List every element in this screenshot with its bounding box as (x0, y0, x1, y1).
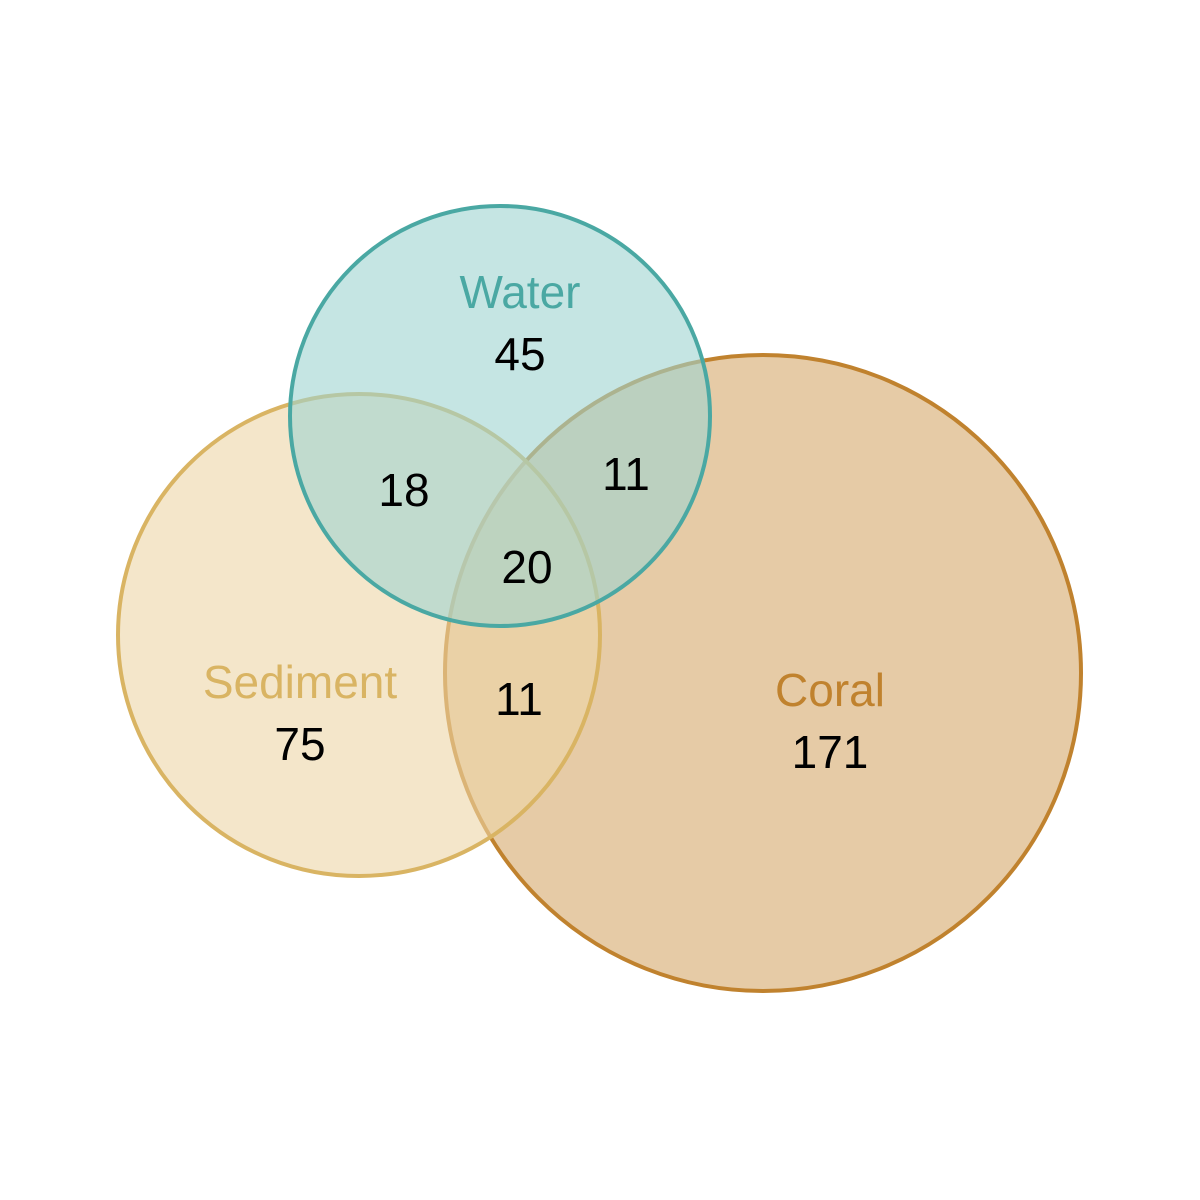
water-coral-count: 11 (602, 448, 650, 500)
water-only-count: 45 (494, 328, 545, 380)
coral-only-count: 171 (792, 726, 869, 778)
sediment-set-label: Sediment (203, 656, 398, 708)
coral-set-label: Coral (775, 664, 885, 716)
water-circle (288, 204, 712, 628)
sediment-coral-count: 11 (495, 673, 543, 725)
water-set-label: Water (460, 266, 581, 318)
all-three-count: 20 (501, 541, 552, 593)
water-sediment-count: 18 (378, 464, 429, 516)
sediment-only-count: 75 (274, 718, 325, 770)
